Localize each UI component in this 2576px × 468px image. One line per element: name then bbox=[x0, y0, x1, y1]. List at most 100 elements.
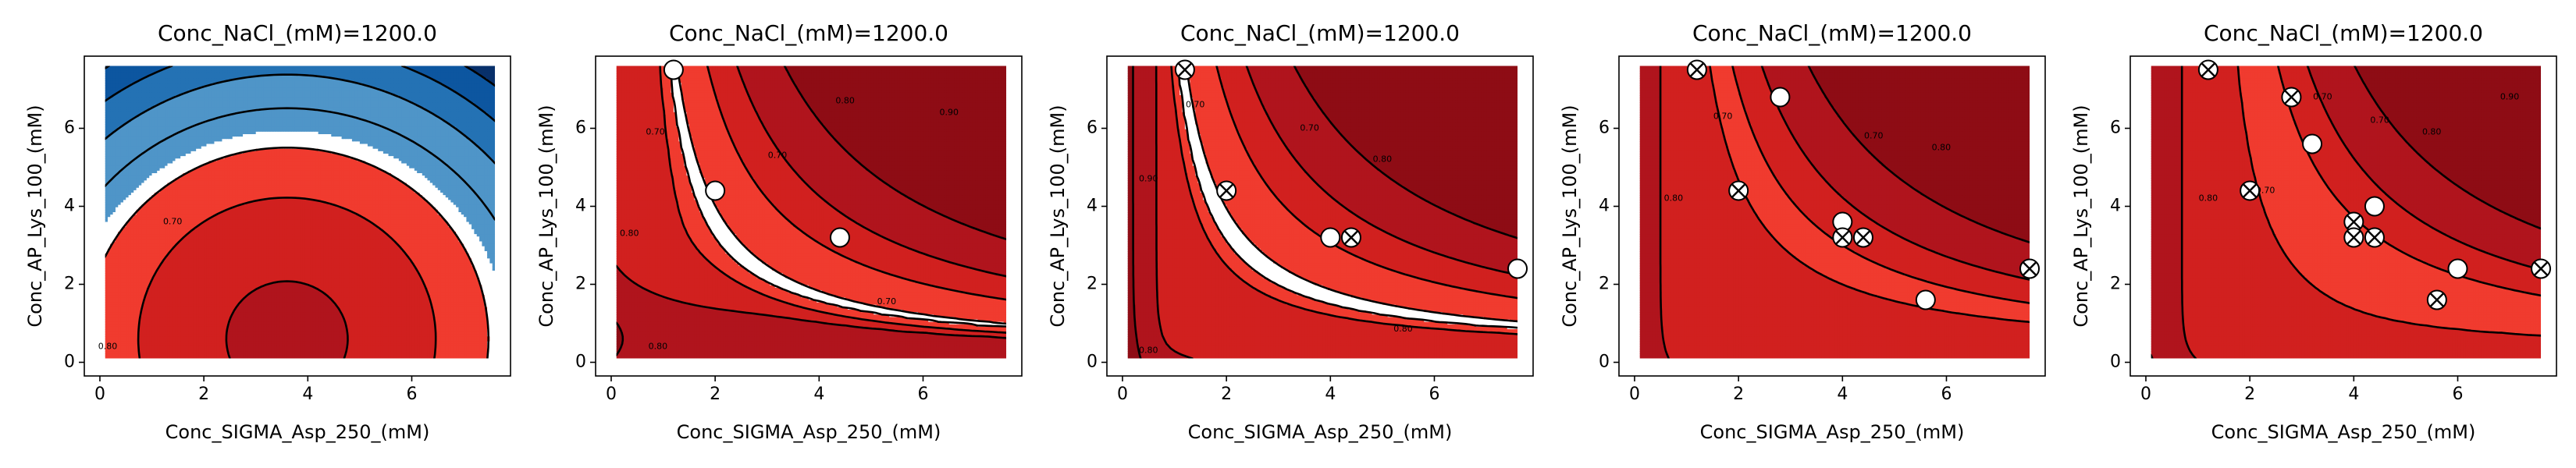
y-tick-label: 2 bbox=[2110, 275, 2121, 294]
crossed-point bbox=[2240, 182, 2259, 200]
y-axis-label: Conc_AP_Lys_100_(mM) bbox=[535, 105, 557, 327]
x-axis-label: Conc_SIGMA_Asp_250_(mM) bbox=[1188, 421, 1453, 443]
x-tick-label: 0 bbox=[606, 385, 617, 404]
data-point bbox=[2365, 197, 2384, 216]
contour-label: 0.70 bbox=[2313, 92, 2332, 102]
y-tick-label: 2 bbox=[64, 275, 75, 294]
contour-label: 0.70 bbox=[1713, 112, 1733, 122]
x-axis-label: Conc_SIGMA_Asp_250_(mM) bbox=[677, 421, 941, 443]
contour-label: 0.80 bbox=[1373, 154, 1393, 165]
x-tick-label: 4 bbox=[1325, 385, 1336, 404]
contour-label: 0.80 bbox=[649, 342, 668, 352]
y-tick-label: 0 bbox=[1599, 353, 1610, 372]
contour-label: 0.90 bbox=[2500, 92, 2520, 102]
contour-panel-2: 0.800.700.800.700.700.800.900 2 4 60246Conc… bbox=[535, 20, 1022, 443]
contour-label: 0.70 bbox=[646, 127, 665, 137]
y-axis-label: Conc_AP_Lys_100_(mM) bbox=[1559, 105, 1581, 327]
chart-title: Conc_NaCl_(mM)=1200.0 bbox=[1180, 20, 1460, 46]
data-point bbox=[1321, 229, 1340, 247]
x-tick-label: 2 bbox=[710, 385, 720, 404]
y-tick-label: 4 bbox=[1087, 197, 1098, 216]
contour-label: 0.70 bbox=[2370, 115, 2389, 126]
x-tick-label: 0 bbox=[1117, 385, 1128, 404]
chart-title: Conc_NaCl_(mM)=1200.0 bbox=[2204, 20, 2483, 46]
contour-label: 0.70 bbox=[163, 217, 183, 227]
crossed-point bbox=[1833, 229, 1852, 247]
contour-label: 0.70 bbox=[1300, 123, 1319, 133]
x-tick-label: 2 bbox=[1221, 385, 1232, 404]
data-point bbox=[1770, 88, 1789, 107]
x-tick-label: 4 bbox=[1837, 385, 1848, 404]
contour-fill bbox=[2151, 66, 2542, 360]
contour-panel-4: 0.800.700.700.800 2 4 60246Conc_NaCl_(mM)=1… bbox=[1559, 20, 2045, 443]
y-tick-label: 0 bbox=[2110, 353, 2121, 372]
data-point bbox=[2303, 135, 2322, 154]
y-tick-label: 2 bbox=[575, 275, 586, 294]
y-tick-label: 4 bbox=[575, 197, 586, 216]
crossed-point bbox=[2365, 229, 2384, 247]
x-tick-label: 0 bbox=[2140, 385, 2151, 404]
contour-label: 0.80 bbox=[1932, 143, 1952, 153]
x-tick-label: 4 bbox=[2348, 385, 2359, 404]
x-tick-label: 6 bbox=[2452, 385, 2463, 404]
x-tick-label: 2 bbox=[1733, 385, 1744, 404]
x-tick-label: 6 bbox=[406, 385, 417, 404]
contour-label: 0.70 bbox=[1186, 100, 1205, 110]
x-tick-label: 6 bbox=[1429, 385, 1439, 404]
crossed-point bbox=[1688, 61, 1706, 80]
contour-panel-1: 0.70 0.80 0 2 4 6 0 2 4 6 Conc_NaCl_(mM)=1200.0 Con… bbox=[24, 20, 511, 443]
contour-label: 0.80 bbox=[835, 96, 855, 106]
crossed-point bbox=[2199, 61, 2218, 80]
x-axis-label: Conc_SIGMA_Asp_250_(mM) bbox=[2211, 421, 2476, 443]
data-point bbox=[664, 61, 683, 80]
contour-label: 0.80 bbox=[98, 342, 118, 352]
crossed-point bbox=[1176, 61, 1194, 80]
data-point bbox=[1508, 260, 1527, 278]
contour-panel-3: 0.900.800.800.700.700.800 2 4 60246Conc_NaC… bbox=[1047, 20, 1533, 443]
contour-label: 0.80 bbox=[1664, 193, 1684, 204]
contour-label: 0.80 bbox=[1139, 346, 1158, 356]
x-tick-label: 2 bbox=[2244, 385, 2255, 404]
crossed-point bbox=[2428, 291, 2446, 310]
x-tick-label: 2 bbox=[198, 385, 209, 404]
x-tick-label: 0 bbox=[1629, 385, 1640, 404]
y-tick-label: 6 bbox=[2110, 119, 2121, 138]
y-tick-label: 6 bbox=[1087, 119, 1098, 138]
y-tick-label: 2 bbox=[1599, 275, 1610, 294]
contour-label: 0.80 bbox=[2422, 127, 2442, 137]
x-tick-label: 0 bbox=[94, 385, 105, 404]
crossed-point bbox=[1342, 229, 1361, 247]
y-axis-label: Conc_AP_Lys_100_(mM) bbox=[2070, 105, 2092, 327]
chart-title: Conc_NaCl_(mM)=1200.0 bbox=[1692, 20, 1972, 46]
y-axis-label: Conc_AP_Lys_100_(mM) bbox=[1047, 105, 1069, 327]
data-point bbox=[1916, 291, 1935, 310]
y-tick-label: 6 bbox=[575, 119, 586, 138]
y-tick-label: 4 bbox=[2110, 197, 2121, 216]
y-tick-label: 6 bbox=[1599, 119, 1610, 138]
data-point bbox=[831, 229, 849, 247]
contour-label: 0.80 bbox=[2199, 193, 2218, 204]
y-tick-label: 6 bbox=[64, 119, 75, 138]
chart-title: Conc_NaCl_(mM)=1200.0 bbox=[669, 20, 948, 46]
data-point bbox=[706, 182, 724, 200]
contour-label: 0.70 bbox=[877, 296, 897, 307]
y-tick-label: 4 bbox=[64, 197, 75, 216]
contour-label: 0.90 bbox=[940, 108, 959, 118]
y-axis-label: Conc_AP_Lys_100_(mM) bbox=[24, 105, 46, 327]
crossed-point bbox=[1217, 182, 1236, 200]
y-tick-label: 0 bbox=[64, 353, 75, 372]
x-axis-label: Conc_SIGMA_Asp_250_(mM) bbox=[1700, 421, 1965, 443]
contour-label: 0.70 bbox=[1864, 131, 1884, 141]
chart-title: Conc_NaCl_(mM)=1200.0 bbox=[158, 20, 437, 46]
y-tick-label: 4 bbox=[1599, 197, 1610, 216]
crossed-point bbox=[2282, 88, 2300, 107]
x-tick-label: 6 bbox=[917, 385, 928, 404]
crossed-point bbox=[2532, 260, 2550, 278]
y-tick-label: 0 bbox=[575, 353, 586, 372]
crossed-point bbox=[1854, 229, 1873, 247]
crossed-point bbox=[2020, 260, 2039, 278]
contour-label: 0.80 bbox=[620, 229, 639, 239]
crossed-point bbox=[1729, 182, 1748, 200]
x-tick-label: 4 bbox=[302, 385, 313, 404]
